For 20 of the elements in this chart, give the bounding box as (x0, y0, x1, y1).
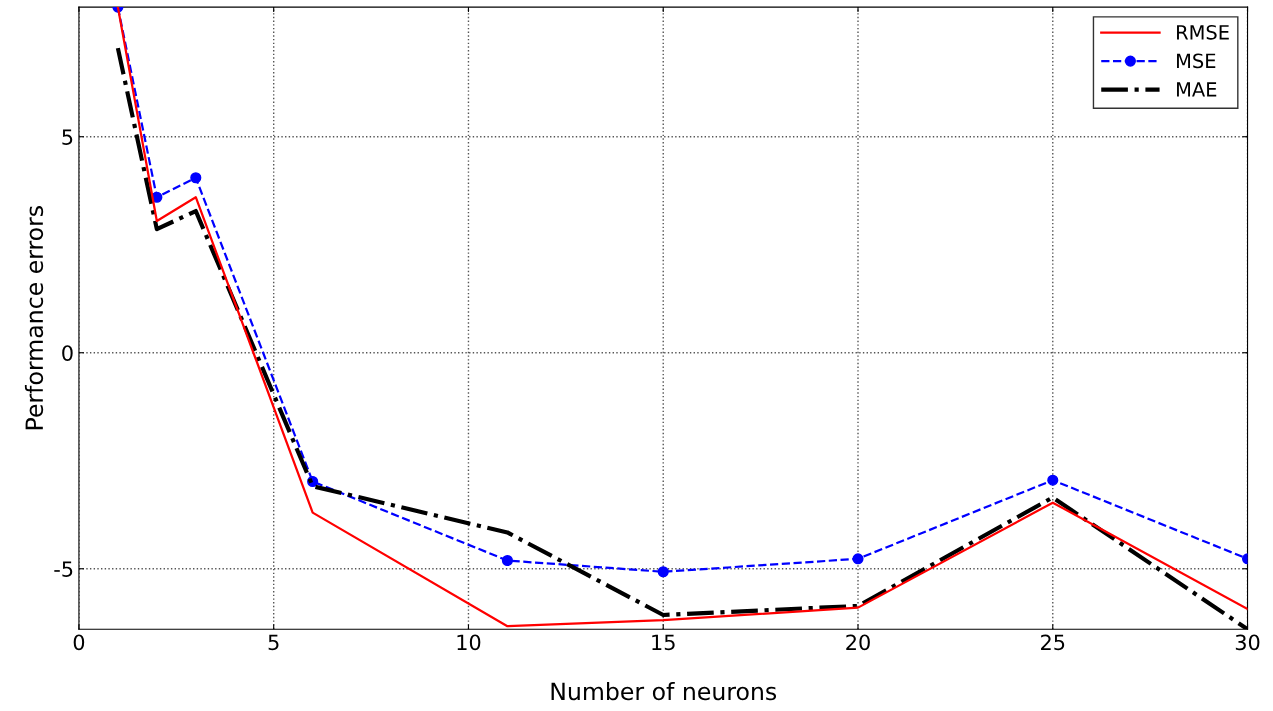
y-tick-label: -5 (54, 561, 73, 577)
x-tick-label: 0 (73, 634, 85, 651)
legend-label: RMSE (1177, 24, 1229, 40)
point (190, 172, 202, 184)
x-tick-label: 20 (846, 634, 870, 651)
point (501, 554, 513, 567)
x-tick-label: 15 (652, 634, 675, 651)
x-tick-label: 25 (1041, 634, 1065, 651)
x-tick-label: 10 (457, 634, 481, 651)
legend-label: MAE (1177, 82, 1217, 97)
y-tick-label: 0 (62, 345, 73, 361)
x-tick-label: 5 (268, 634, 279, 651)
x-tick-label: 30 (1235, 634, 1260, 651)
point (1047, 474, 1059, 486)
y-axis-title: Performance errors (24, 206, 44, 430)
point (657, 566, 669, 578)
legend-label: MSE (1177, 53, 1216, 69)
point (852, 553, 864, 565)
y-tick-label: 5 (62, 129, 73, 145)
x-axis-title: Number of neurons (551, 682, 777, 701)
